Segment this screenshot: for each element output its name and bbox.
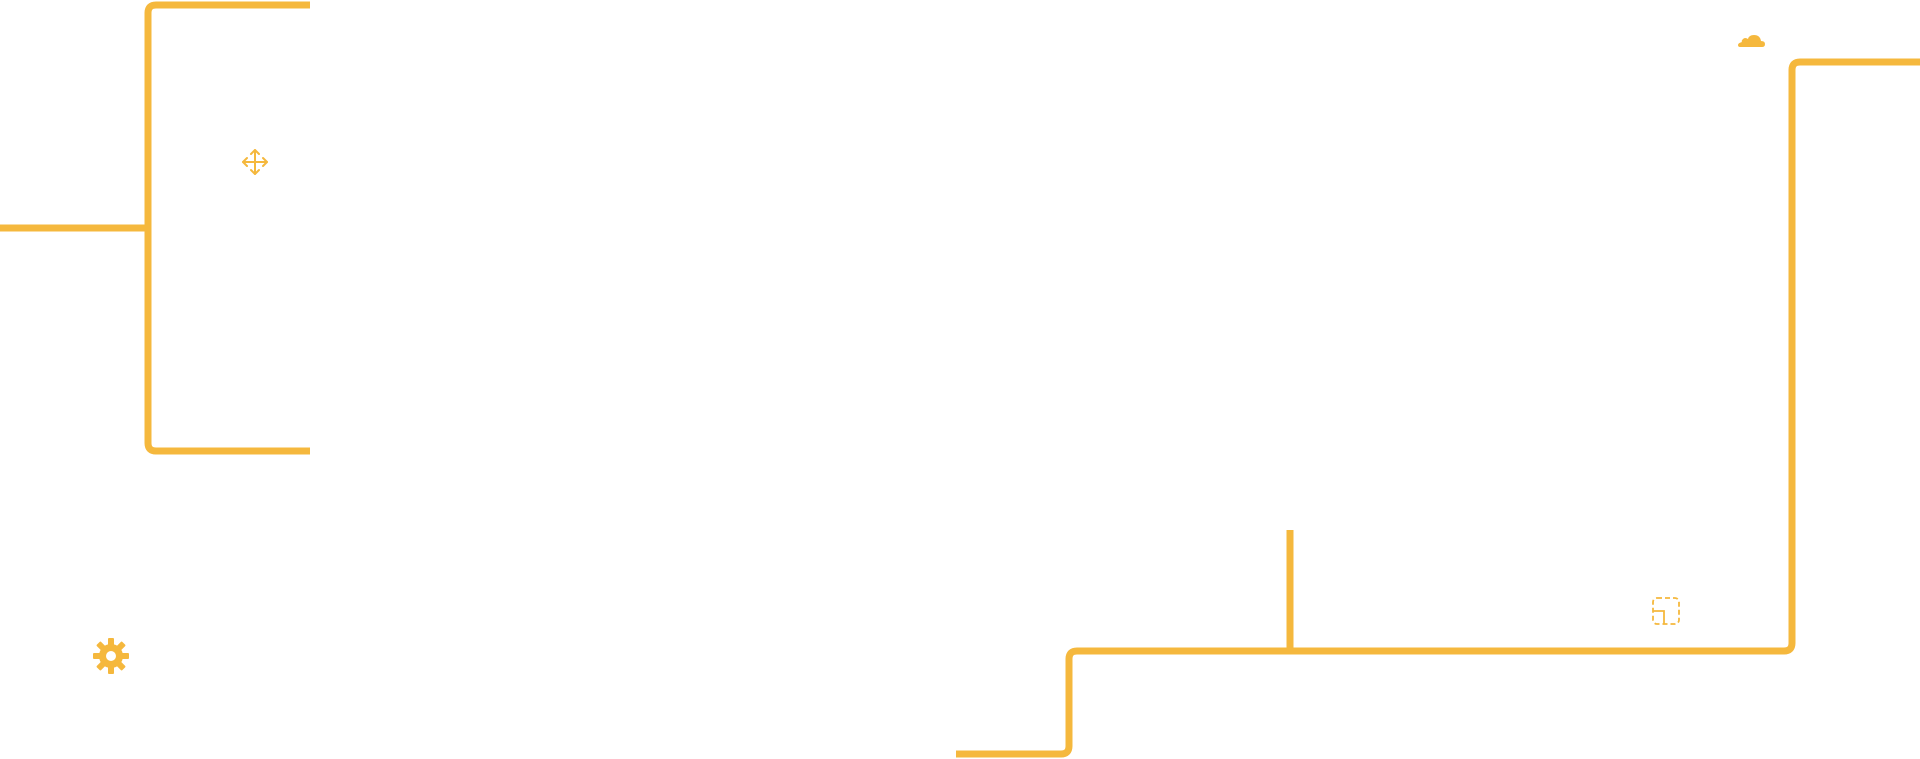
move-icon-cross — [243, 150, 267, 174]
step-connector-right — [956, 58, 1920, 758]
move-icon-arrowheads — [243, 150, 267, 174]
gear-icon-hole — [106, 651, 116, 661]
move-icon[interactable] — [243, 150, 267, 174]
cloud-icon[interactable] — [1738, 35, 1765, 47]
gear-icon[interactable] — [93, 638, 129, 674]
select-area-icon[interactable] — [1653, 598, 1679, 624]
cloud-icon-shape — [1738, 35, 1765, 47]
bracket-connector-left — [144, 1, 310, 455]
select-area-icon-corner — [1653, 611, 1664, 624]
